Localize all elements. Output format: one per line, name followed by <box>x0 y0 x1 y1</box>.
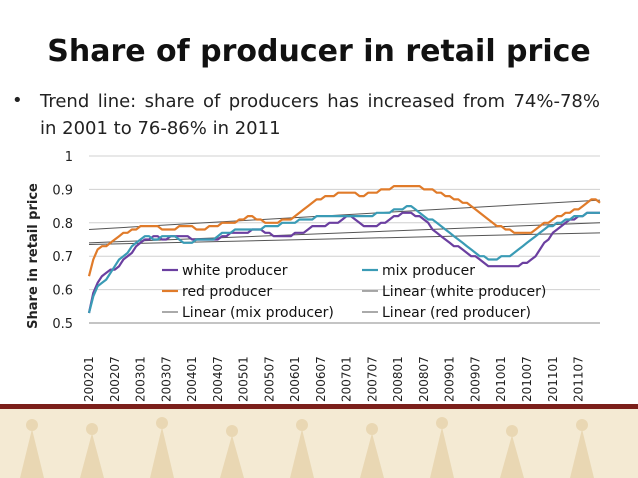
x-tick-label: 200207 <box>108 356 122 402</box>
x-tick-label: 200507 <box>262 356 276 402</box>
footer-pattern-icon <box>20 417 594 478</box>
x-tick-labels: 200201 200207 200301 200307 200401 200407 2005… <box>82 356 586 402</box>
legend-label: Linear (red producer) <box>382 305 531 321</box>
y-tick-labels: 0.5 0.6 0.7 0.8 0.9 1 <box>52 150 73 332</box>
x-tick-label: 201101 <box>546 356 560 402</box>
y-tick-label: 1 <box>65 150 73 165</box>
legend-label: red producer <box>182 284 272 300</box>
legend-label: Linear (white producer) <box>382 284 546 300</box>
x-tick-label: 200701 <box>340 356 354 402</box>
x-tick-label: 200307 <box>159 356 173 402</box>
trend-line <box>88 199 601 230</box>
y-tick-label: 0.7 <box>52 250 73 265</box>
legend-label: Linear (mix producer) <box>182 305 334 321</box>
series-lines <box>87 185 601 314</box>
footer-divider <box>0 404 638 409</box>
trend-line <box>88 232 601 246</box>
legend-label: mix producer <box>382 263 475 279</box>
y-tick-label: 0.6 <box>52 284 73 299</box>
x-tick-label: 201007 <box>520 356 534 402</box>
x-tick-label: 200201 <box>82 356 96 402</box>
x-tick-label: 200901 <box>443 356 457 402</box>
y-axis-label: Share in retail price <box>26 183 41 329</box>
legend-label: white producer <box>182 263 288 279</box>
slide-title: Share of producer in retail price <box>47 34 591 69</box>
x-tick-label: 200601 <box>288 356 302 402</box>
series-line <box>87 205 600 314</box>
trend-line <box>88 222 601 244</box>
chart-gridlines <box>89 155 600 324</box>
trend-lines <box>88 199 601 246</box>
y-tick-label: 0.9 <box>52 183 73 198</box>
x-tick-label: 200407 <box>211 356 225 402</box>
x-tick-label: 201001 <box>494 356 508 402</box>
bullet-icon: • <box>12 90 23 111</box>
x-tick-label: 200401 <box>185 356 199 402</box>
footer-decoration <box>0 409 638 478</box>
x-tick-label: 201107 <box>572 356 586 402</box>
x-tick-label: 200807 <box>417 356 431 402</box>
x-tick-label: 200907 <box>468 356 482 402</box>
x-tick-label: 200301 <box>134 356 148 402</box>
y-tick-label: 0.8 <box>52 217 73 232</box>
x-tick-label: 200501 <box>237 356 251 402</box>
bullet-text: Trend line: share of producers has incre… <box>40 91 600 139</box>
x-tick-label: 200801 <box>391 356 405 402</box>
y-tick-label: 0.5 <box>52 317 73 332</box>
chart-legend: white producer red producer Linear (mix pr… <box>162 263 546 321</box>
x-tick-label: 200607 <box>314 356 328 402</box>
x-tick-label: 200707 <box>365 356 379 402</box>
series-line <box>87 185 601 277</box>
